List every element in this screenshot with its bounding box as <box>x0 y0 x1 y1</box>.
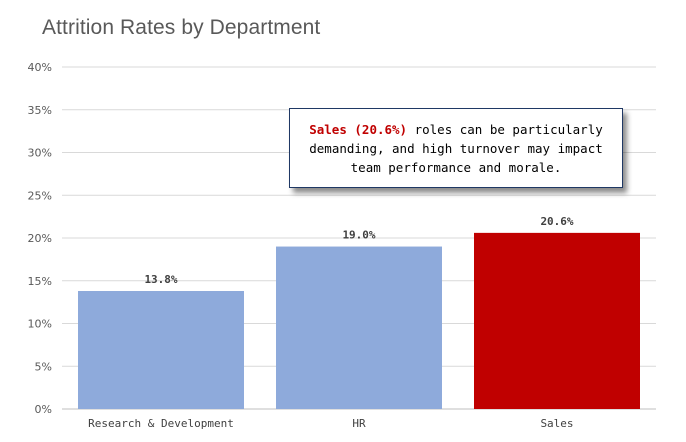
y-tick-label: 40% <box>28 61 52 74</box>
y-tick-label: 5% <box>35 360 52 373</box>
y-tick-label: 25% <box>28 189 52 202</box>
bar <box>276 246 442 409</box>
category-label: HR <box>352 417 366 430</box>
bars <box>78 232 640 409</box>
chart-title: Attrition Rates by Department <box>42 16 321 39</box>
y-tick-label: 10% <box>28 318 52 331</box>
y-tick-label: 15% <box>28 275 52 288</box>
data-label: 19.0% <box>342 229 375 242</box>
annotation-highlight: Sales (20.6%) <box>309 121 408 137</box>
bar <box>78 291 244 409</box>
annotation-text: roles can be particularly demanding, and… <box>309 121 603 175</box>
y-tick-label: 20% <box>28 232 52 245</box>
y-tick-label: 30% <box>28 147 52 160</box>
data-label: 13.8% <box>144 273 177 286</box>
data-label: 20.6% <box>540 215 573 228</box>
data-labels: 13.8% 19.0% 20.6% <box>144 215 573 286</box>
bar <box>474 232 640 409</box>
annotation-callout: Sales (20.6%) roles can be particularly … <box>289 108 623 188</box>
y-tick-label: 0% <box>35 403 52 416</box>
category-label: Research & Development <box>88 417 234 430</box>
category-labels: Research & Development HR Sales <box>88 417 573 430</box>
y-tick-label: 35% <box>28 104 52 117</box>
category-label: Sales <box>540 417 573 430</box>
y-axis-ticks: 0% 5% 10% 15% 20% 25% 30% 35% 40% <box>28 61 52 416</box>
